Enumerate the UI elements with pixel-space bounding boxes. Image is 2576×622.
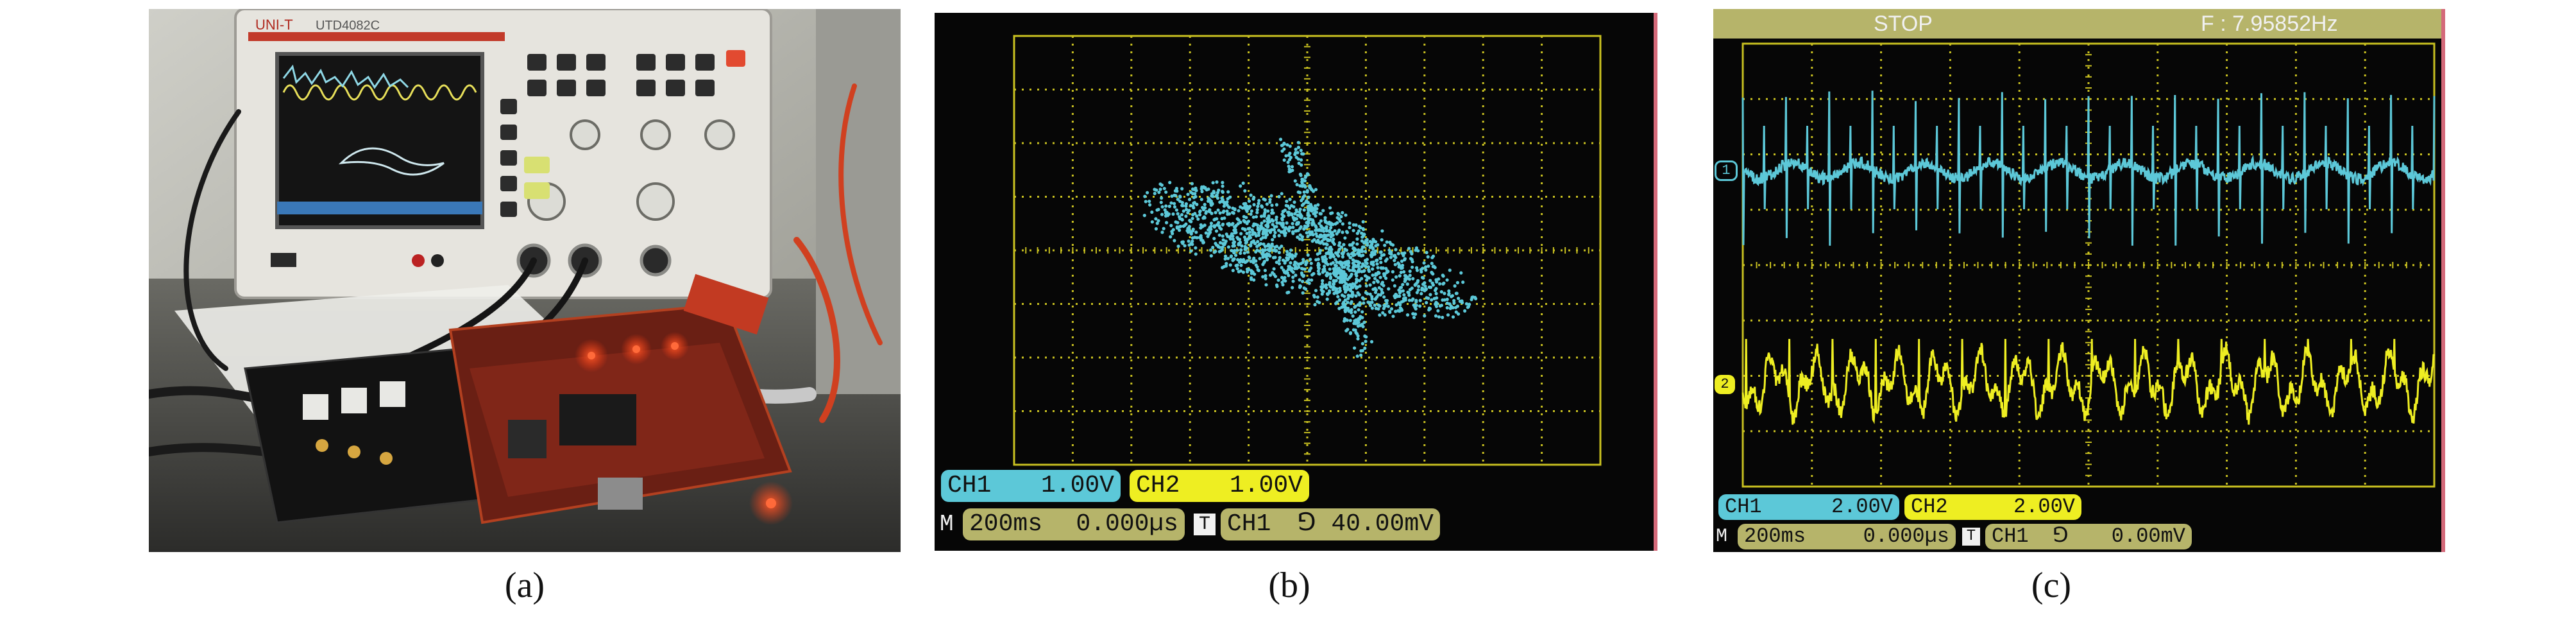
xy-plot-area xyxy=(1013,35,1602,466)
screen-edge-bar xyxy=(1654,13,1657,551)
trigger-source: CH1 xyxy=(1227,510,1271,538)
ch1-label: CH1 xyxy=(1725,495,1762,519)
trigger-source: CH1 xyxy=(1992,524,2029,548)
ch1-waveform xyxy=(1741,91,2436,246)
screen-edge-bar xyxy=(2441,9,2445,552)
timebase-badge: 200ms 0.000µs xyxy=(1738,524,1956,549)
trigger-badge: CH1 ⅁ 0.00mV xyxy=(1985,524,2192,549)
oscilloscope-screen-time: STOP F : 7.95852Hz 1 2 CH1 2.00V CH2 2.0… xyxy=(1713,9,2445,552)
caption-b: (b) xyxy=(1268,566,1310,605)
status-bar: STOP F : 7.95852Hz xyxy=(1713,9,2445,39)
ch1-ground-marker: 1 xyxy=(1715,160,1738,181)
frequency-readout: F : 7.95852Hz xyxy=(2201,12,2338,36)
circuit-boards-photo xyxy=(244,273,793,525)
ch2-scale-value: 1.00V xyxy=(1229,472,1303,499)
oscilloscope-photo: UNI-T UTD4082C xyxy=(234,9,772,299)
scope-model-label: UTD4082C xyxy=(316,19,380,33)
trigger-t-badge: T xyxy=(1194,514,1216,535)
caption-c: (c) xyxy=(2031,566,2072,605)
trigger-level: 0.00mV xyxy=(2111,524,2185,548)
ch2-label: CH2 xyxy=(1136,472,1180,499)
scope-brand-label: UNI-T xyxy=(255,17,293,33)
timebase-value: 200ms xyxy=(1744,524,1806,548)
timebase-m-label: M xyxy=(940,511,954,537)
photo-experimental-setup: UNI-T UTD4082C xyxy=(149,9,901,552)
caption-a: (a) xyxy=(504,566,545,605)
ch2-label: CH2 xyxy=(1911,495,1948,519)
ch2-scale-badge: CH2 2.00V xyxy=(1904,494,2081,520)
ch1-scale-badge: CH1 2.00V xyxy=(1718,494,1899,520)
ch2-scale-badge: CH2 1.00V xyxy=(1130,470,1309,502)
oscilloscope-screen-xy: CH1 1.00V CH2 1.00V M 200ms 0.000µs T CH… xyxy=(935,13,1657,551)
time-plot-area xyxy=(1741,42,2436,488)
trigger-badge: CH1 ⅁ 40.00mV xyxy=(1221,508,1440,540)
run-status: STOP xyxy=(1874,12,1933,36)
xy-trace xyxy=(1142,137,1478,358)
ch1-label: CH1 xyxy=(947,472,992,499)
position-value: 0.000µs xyxy=(1863,524,1949,548)
ch2-waveform xyxy=(1741,338,2436,425)
timebase-m-label: M xyxy=(1716,526,1728,548)
ch1-scale-value: 2.00V xyxy=(1831,495,1893,519)
timebase-value: 200ms xyxy=(969,510,1043,538)
ch2-scale-value: 2.00V xyxy=(2013,495,2075,519)
setup-photo-drawing: UNI-T UTD4082C xyxy=(149,9,901,552)
ch2-ground-marker: 2 xyxy=(1715,375,1735,394)
timebase-badge: 200ms 0.000µs xyxy=(963,508,1185,540)
trigger-slope-icon: ⅁ xyxy=(2052,524,2069,548)
position-value: 0.000µs xyxy=(1076,510,1178,538)
trigger-slope-icon: ⅁ xyxy=(1297,510,1316,538)
ch1-scale-badge: CH1 1.00V xyxy=(941,470,1121,502)
ch1-scale-value: 1.00V xyxy=(1040,472,1114,499)
trigger-level: 40.00mV xyxy=(1331,510,1434,538)
trigger-t-badge: T xyxy=(1962,528,1980,546)
